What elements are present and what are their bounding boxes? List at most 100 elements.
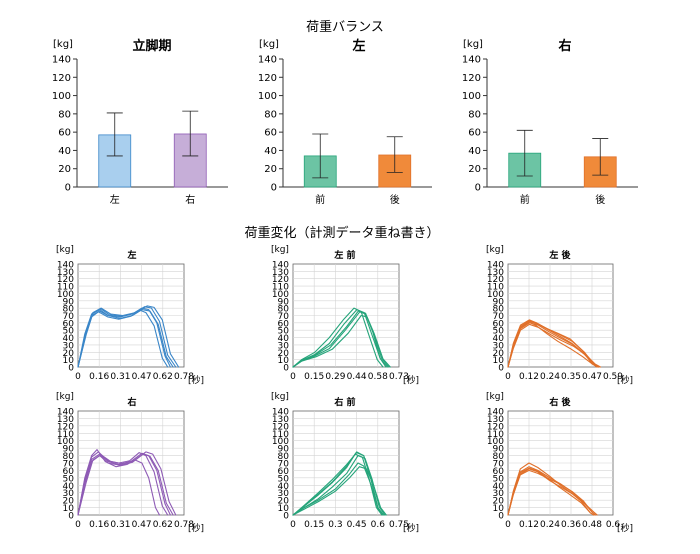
y-tick-label: 120 xyxy=(272,275,289,285)
series-line-5 xyxy=(77,451,177,516)
bar-left: [kg] 左 0 20 40 60 80 100 120 140 前 後 xyxy=(258,38,432,206)
y-tick-label: 90 xyxy=(278,445,290,455)
x-tick-label: 0.47 xyxy=(132,520,152,530)
y-tick-label: 80 xyxy=(278,305,290,315)
x-axis-unit: [秒] xyxy=(403,522,419,534)
y-tick-label: 140 xyxy=(272,261,289,271)
y-tick-label: 110 xyxy=(57,283,74,293)
y-tick-label: 40 xyxy=(58,146,71,157)
y-tick-label: 120 xyxy=(57,275,74,285)
y-tick-label: 30 xyxy=(278,489,290,499)
x-tick-label: 0.58 xyxy=(368,372,388,382)
y-tick-label: 60 xyxy=(63,319,75,329)
y-axis-unit: [kg] xyxy=(259,39,279,50)
y-tick-label: 80 xyxy=(468,109,481,120)
y-tick-label: 20 xyxy=(493,349,505,359)
chart-title: 左 前 xyxy=(333,249,355,261)
y-tick-label: 140 xyxy=(487,408,504,418)
y-tick-label: 130 xyxy=(272,268,289,278)
x-tick-label: 0.62 xyxy=(153,520,173,530)
series-line-4 xyxy=(292,314,391,368)
y-tick-label: 30 xyxy=(493,341,505,351)
x-axis-unit: [秒] xyxy=(617,374,633,386)
y-tick-label: 100 xyxy=(272,290,289,300)
y-tick-label: 40 xyxy=(63,482,75,492)
y-tick-label: 60 xyxy=(278,319,290,329)
y-tick-label: 0 xyxy=(65,183,71,194)
y-tick-label: 10 xyxy=(63,356,75,366)
y-tick-label: 80 xyxy=(278,452,290,462)
y-tick-label: 120 xyxy=(462,73,481,84)
y-tick-label: 20 xyxy=(58,164,71,175)
y-tick-label: 70 xyxy=(278,312,290,322)
y-tick-label: 40 xyxy=(493,482,505,492)
x-tick-label: 0.15 xyxy=(304,520,324,530)
y-tick-label: 40 xyxy=(278,334,290,344)
series-line-5 xyxy=(77,305,180,368)
y-tick-label: 120 xyxy=(52,73,71,84)
change-heading: 荷重変化（計測データ重ね書き） xyxy=(244,225,439,241)
y-tick-label: 60 xyxy=(63,467,75,477)
y-tick-label: 60 xyxy=(493,467,505,477)
x-tick-label: 0.47 xyxy=(582,372,602,382)
series-line-4 xyxy=(77,449,161,516)
y-axis-unit: [kg] xyxy=(56,245,74,255)
x-tick-label: 0.48 xyxy=(582,520,602,530)
y-tick-label: 70 xyxy=(278,460,290,470)
x-tick-label: 0.15 xyxy=(304,372,324,382)
y-tick-label: 10 xyxy=(493,504,505,514)
y-tick-label: 90 xyxy=(493,445,505,455)
category-label: 左 xyxy=(110,193,120,206)
series-line-3 xyxy=(77,453,174,516)
y-tick-label: 60 xyxy=(278,467,290,477)
x-tick-label: 0.75 xyxy=(389,520,409,530)
y-tick-label: 40 xyxy=(278,482,290,492)
y-tick-label: 90 xyxy=(63,297,75,307)
y-tick-label: 50 xyxy=(493,474,505,484)
y-tick-label: 40 xyxy=(468,146,481,157)
y-tick-label: 100 xyxy=(487,437,504,447)
y-tick-label: 100 xyxy=(52,91,71,102)
y-tick-label: 100 xyxy=(258,91,277,102)
x-tick-label: 0.44 xyxy=(347,372,367,382)
x-tick-label: 0 xyxy=(505,520,511,530)
y-tick-label: 100 xyxy=(57,437,74,447)
y-tick-label: 50 xyxy=(493,327,505,337)
x-tick-label: 0.31 xyxy=(110,372,130,382)
chart-title: 左 xyxy=(126,249,136,261)
series-line-6 xyxy=(292,452,385,516)
bar-stance: [kg] 立脚期 0 20 40 60 80 100 120 140 左 右 xyxy=(52,38,228,206)
y-tick-label: 10 xyxy=(493,356,505,366)
chart-title: 右 xyxy=(126,396,136,408)
series-line-5 xyxy=(292,310,388,368)
y-tick-label: 140 xyxy=(57,408,74,418)
y-tick-label: 90 xyxy=(63,445,75,455)
x-tick-label: 0.59 xyxy=(603,372,623,382)
y-tick-label: 20 xyxy=(493,497,505,507)
series-line-5 xyxy=(292,466,387,516)
y-tick-label: 50 xyxy=(278,327,290,337)
x-tick-label: 0 xyxy=(505,372,511,382)
y-tick-label: 40 xyxy=(493,334,505,344)
x-tick-label: 0.35 xyxy=(561,372,581,382)
y-tick-label: 110 xyxy=(487,283,504,293)
y-tick-label: 110 xyxy=(272,283,289,293)
y-tick-label: 10 xyxy=(278,504,290,514)
y-tick-label: 120 xyxy=(258,73,277,84)
x-tick-label: 0 xyxy=(290,520,296,530)
y-tick-label: 0 xyxy=(283,364,289,374)
y-tick-label: 120 xyxy=(487,275,504,285)
y-tick-label: 140 xyxy=(258,55,277,66)
category-label: 前 xyxy=(315,193,325,206)
y-tick-label: 60 xyxy=(264,128,277,139)
y-tick-label: 50 xyxy=(63,474,75,484)
category-label: 後 xyxy=(390,193,400,206)
x-axis-unit: [秒] xyxy=(188,522,204,534)
y-tick-label: 140 xyxy=(462,55,481,66)
y-tick-label: 0 xyxy=(283,512,289,522)
balance-heading: 荷重バランス xyxy=(306,19,384,35)
